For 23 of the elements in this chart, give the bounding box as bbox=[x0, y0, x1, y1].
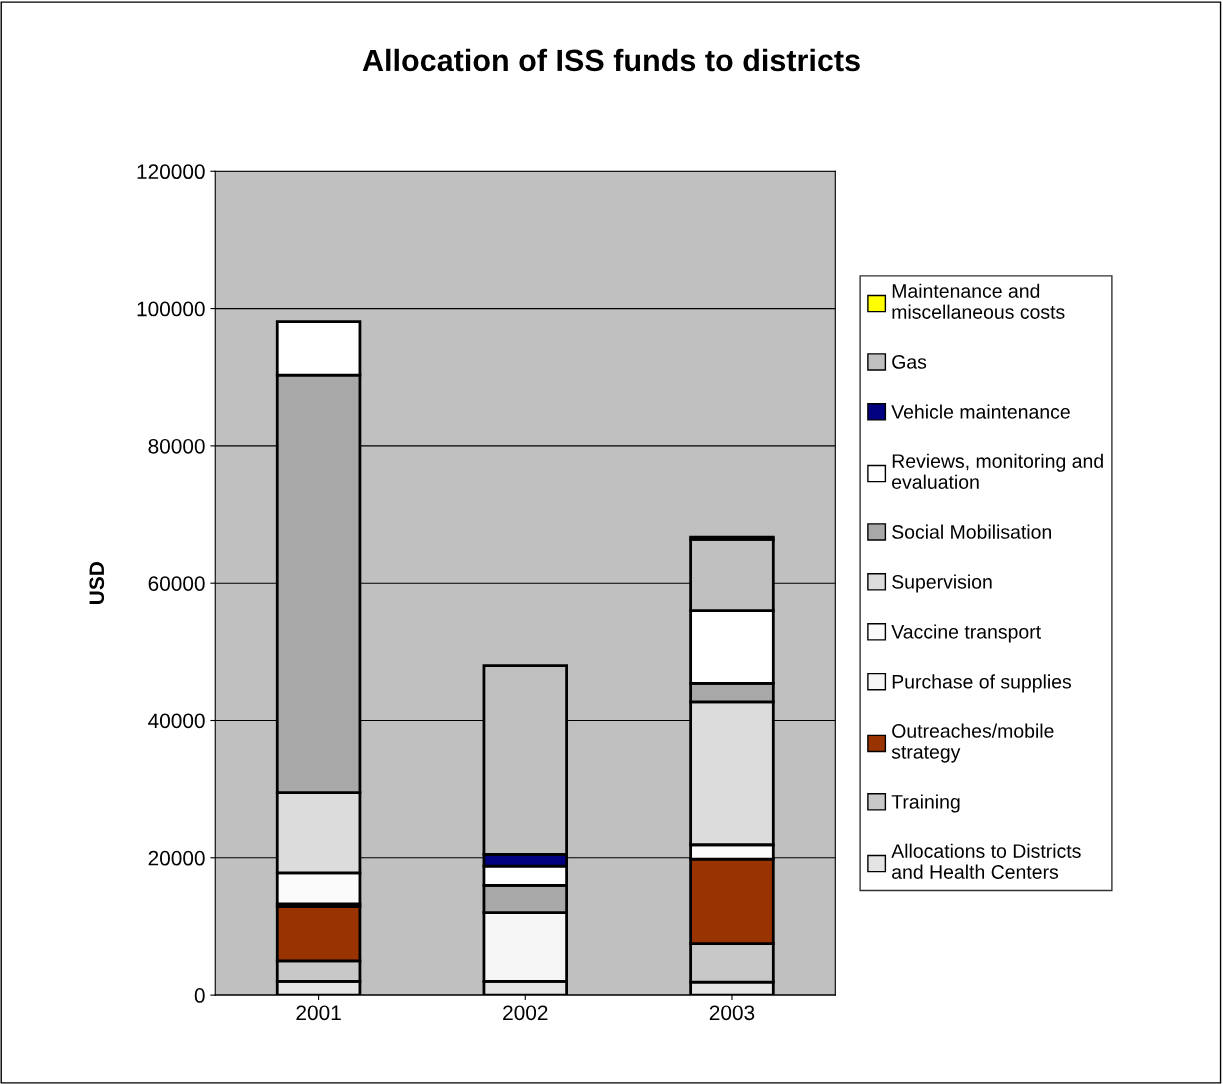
legend-label: Vaccine transport bbox=[891, 624, 1041, 643]
legend-label: Reviews, monitoring and evaluation bbox=[892, 453, 1103, 489]
legend-label: Supervision bbox=[892, 574, 992, 593]
legend-label: Vehicle maintenance bbox=[891, 404, 1070, 419]
y-tick-label: 120000 bbox=[137, 164, 205, 180]
legend-label: Purchase of supplies bbox=[892, 674, 1072, 693]
y-tick-label: 100000 bbox=[137, 301, 205, 317]
legend-label: Gas bbox=[892, 355, 927, 369]
legend-label: Social Mobilisation bbox=[892, 524, 1051, 539]
y-tick-label: 0 bbox=[194, 988, 205, 1003]
chart-title: Allocation of ISS funds to districts bbox=[362, 48, 860, 72]
legend-label: Training bbox=[891, 794, 960, 813]
y-tick-label: 20000 bbox=[148, 850, 205, 866]
legend-label: Maintenance and miscellaneous costs bbox=[892, 283, 1065, 319]
x-tick-label: 2003 bbox=[709, 1005, 755, 1021]
legend-label: Allocations to Districts and Health Centers bbox=[891, 843, 1081, 879]
legend-label: Outreaches/mobile strategy bbox=[891, 723, 1054, 763]
y-axis-title: USD bbox=[89, 562, 105, 604]
y-tick-label: 60000 bbox=[148, 576, 205, 591]
y-tick-label: 40000 bbox=[148, 713, 205, 729]
y-tick-label: 80000 bbox=[148, 438, 205, 454]
x-tick-label: 2001 bbox=[296, 1005, 341, 1021]
x-tick-label: 2002 bbox=[503, 1005, 548, 1021]
